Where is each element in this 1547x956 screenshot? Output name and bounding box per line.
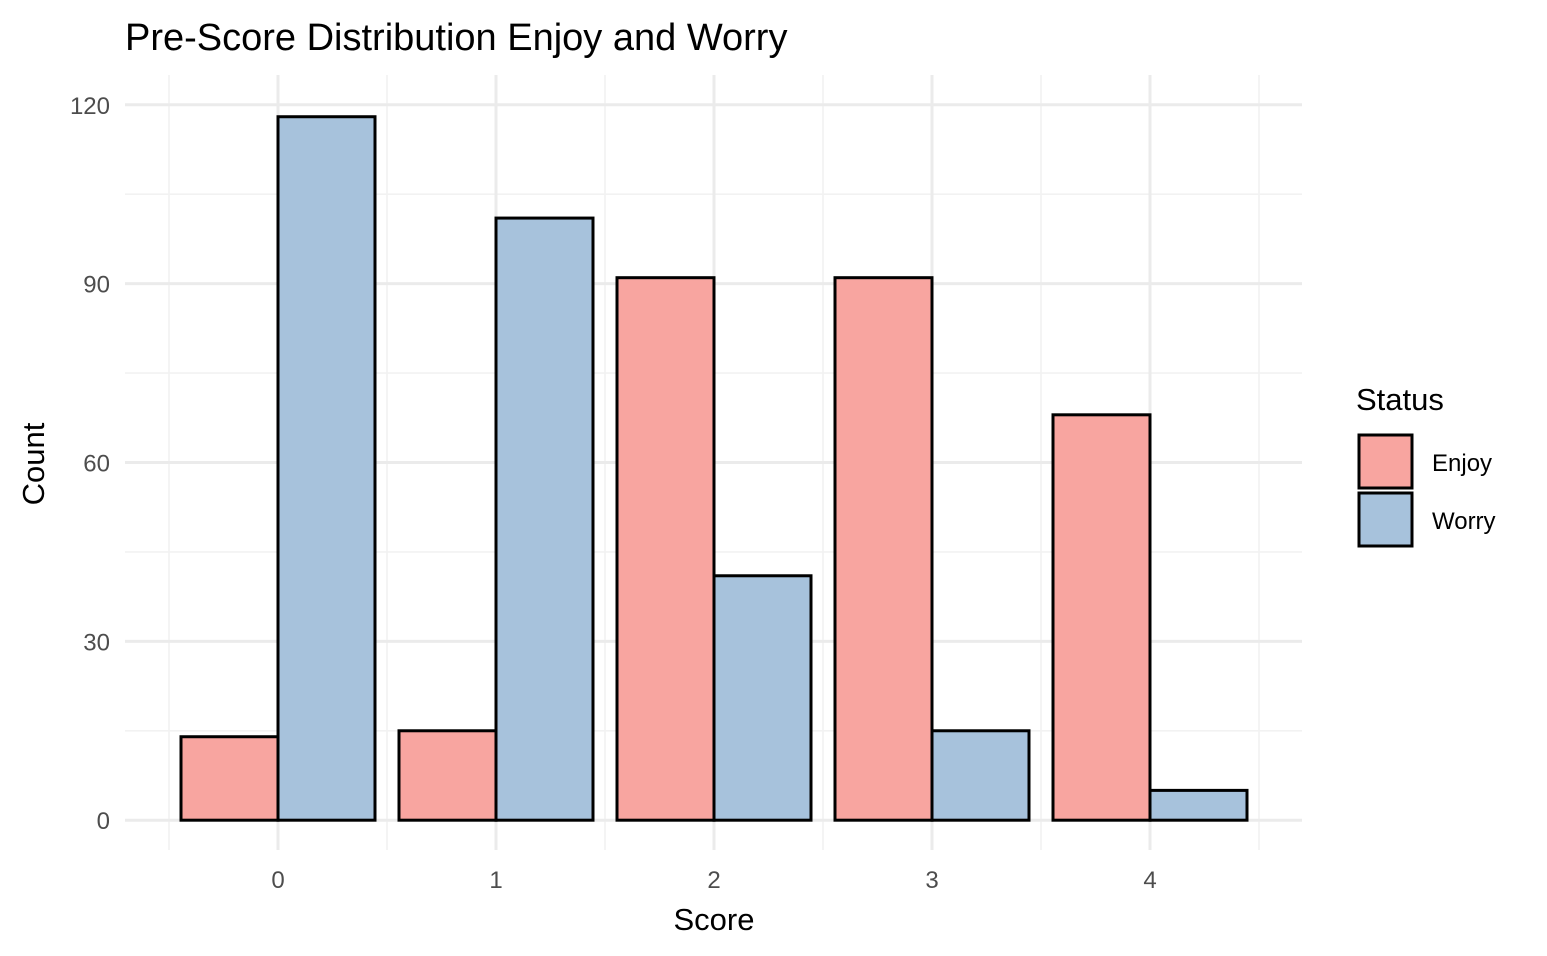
legend-items: Enjoy Worry: [1357, 433, 1496, 548]
legend-label-worry: Worry: [1432, 508, 1496, 535]
legend-key-enjoy: [1357, 433, 1414, 490]
bar-worry-score-0: [276, 115, 377, 822]
y-tick-label: 60: [83, 451, 110, 478]
legend-key-worry: [1357, 491, 1414, 548]
chart-title: Pre-Score Distribution Enjoy and Worry: [125, 17, 787, 59]
x-tick-label: 0: [271, 867, 284, 894]
bar-enjoy-score-2: [615, 276, 716, 822]
x-tick-label: 1: [489, 867, 502, 894]
y-tick-label: 30: [83, 629, 110, 656]
x-tick-label: 4: [1143, 867, 1156, 894]
bar-worry-score-4: [1148, 788, 1249, 822]
y-axis-title: Count: [16, 422, 51, 505]
bar-worry-score-3: [930, 729, 1031, 822]
legend-label-enjoy: Enjoy: [1432, 450, 1492, 477]
y-tick-label: 120: [70, 93, 110, 120]
bar-enjoy-score-4: [1051, 413, 1152, 822]
x-tick-label: 2: [707, 867, 720, 894]
bar-worry-score-1: [494, 216, 595, 822]
x-tick-label: 3: [925, 867, 938, 894]
y-axis-ticks: 0 30 60 90 120: [70, 93, 110, 835]
y-tick-label: 90: [83, 272, 110, 299]
y-tick-label: 0: [97, 808, 110, 835]
legend-title: Status: [1356, 382, 1444, 417]
x-axis-ticks: 0 1 2 3 4: [271, 867, 1156, 894]
bar-worry-score-2: [712, 574, 813, 822]
bar-enjoy-score-1: [397, 729, 498, 822]
bar-enjoy-score-3: [833, 276, 934, 822]
x-axis-title: Score: [674, 902, 755, 937]
bar-enjoy-score-0: [179, 735, 280, 822]
legend: Status Enjoy Worry: [1356, 382, 1496, 548]
bars: [179, 115, 1249, 822]
